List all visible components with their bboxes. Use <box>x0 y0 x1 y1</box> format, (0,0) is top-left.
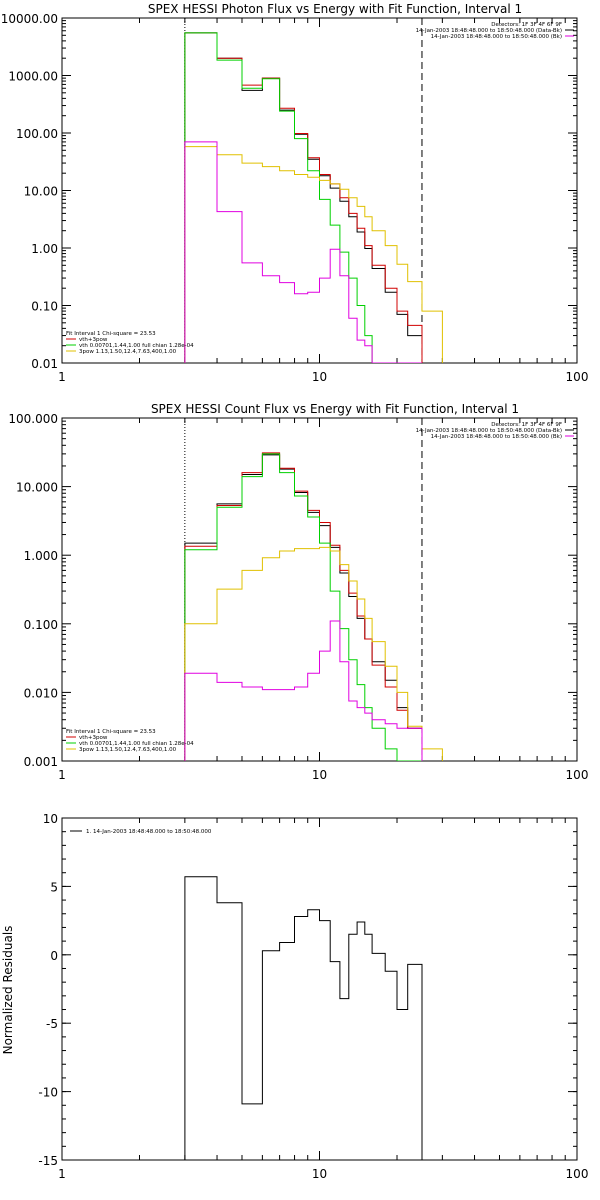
y-tick-label: -5 <box>46 1017 58 1031</box>
y-tick-label: 1.000 <box>24 549 58 563</box>
series-step-line-4 <box>184 141 422 363</box>
series-step-line-3 <box>184 146 443 363</box>
legend-top-text: Detectors: 1F 3F 4F 6F 9F <box>491 422 562 428</box>
legend-top-text: 14-Jan-2003 18:48:48.000 to 18:50:48.000… <box>431 34 562 40</box>
legend-top-text: Detectors: 1F 3F 4F 6F 9F <box>491 22 562 28</box>
y-tick-label: 0.001 <box>24 755 58 769</box>
x-tick-label: 100 <box>566 370 589 384</box>
legend-top-text: 14-Jan-2003 18:48:48.000 to 18:50:48.000… <box>416 428 562 434</box>
y-tick-label: 1.00 <box>31 242 58 256</box>
series-step-line-1 <box>184 32 423 363</box>
y-tick-label: 0 <box>50 949 58 963</box>
x-tick-label: 10 <box>312 370 327 384</box>
y-tick-label: 0.01 <box>31 357 58 371</box>
legend-bottom-text: Fit Interval 1 Chi-square = 23.53 <box>66 331 156 337</box>
y-tick-label: 0.100 <box>24 618 58 632</box>
legend-top-text: 1. 14-Jan-2003 18:48:48.000 to 18:50:48.… <box>86 829 212 835</box>
x-tick-label: 1 <box>58 370 66 384</box>
y-tick-label: -10 <box>38 1086 58 1100</box>
y-tick-label: 10000.00 <box>1 12 58 26</box>
plot-frame <box>61 417 578 762</box>
chart-title: SPEX HESSI Count Flux vs Energy with Fit… <box>151 402 519 416</box>
legend-bottom-text: vth+3pow <box>79 735 108 741</box>
y-tick-label: 10.00 <box>24 185 58 199</box>
y-tick-label: 10.000 <box>16 481 58 495</box>
series-step-line-2 <box>184 453 422 761</box>
plot-frame <box>61 817 578 1161</box>
series-step-line-4 <box>184 620 423 761</box>
series-step-line-3 <box>184 546 443 761</box>
series-step-line-1 <box>184 452 423 761</box>
x-tick-label: 10 <box>312 1167 327 1181</box>
x-tick-label: 10 <box>312 768 327 782</box>
y-tick-label: 0.010 <box>24 686 58 700</box>
y-tick-label: 100.000 <box>8 412 58 426</box>
chart-residuals: Normalized Residuals 1 10 100 10 5 0 -5 -10 -15 1… <box>1 812 588 1181</box>
series-step-line-2 <box>184 32 422 363</box>
x-tick-label: 100 <box>566 768 589 782</box>
y-tick-label: 10 <box>43 812 58 826</box>
y-axis-label: Normalized Residuals <box>1 926 15 1055</box>
x-tick-label: 1 <box>58 768 66 782</box>
y-tick-label: 100.00 <box>16 127 58 141</box>
y-tick-label: 0.10 <box>31 300 58 314</box>
legend-top-text: 14-Jan-2003 18:48:48.000 to 18:50:48.000… <box>416 28 562 34</box>
legend-bottom-text: vth 0.00701,1.44,1.00 full chian 1.28e-0… <box>79 741 194 747</box>
legend-bottom-text: vth 0.00701,1.44,1.00 full chian 1.28e-0… <box>79 343 194 349</box>
legend-bottom-text: Fit Interval 1 Chi-square = 23.53 <box>66 729 156 735</box>
legend-bottom-text: 3pow 1.13,1.50,12.4,7.63,400,1.00 <box>79 747 177 753</box>
y-tick-label: 5 <box>50 880 58 894</box>
chart-photon-flux: SPEX HESSI Photon Flux vs Energy with Fi… <box>1 2 589 384</box>
series-step-line-0 <box>184 32 423 363</box>
legend-bottom-text: 3pow 1.13,1.50,12.4,7.63,400,1.00 <box>79 349 177 355</box>
chart-title: SPEX HESSI Photon Flux vs Energy with Fi… <box>148 2 522 16</box>
chart-count-flux: SPEX HESSI Count Flux vs Energy with Fit… <box>8 402 588 782</box>
y-tick-label: 1000.00 <box>8 70 58 84</box>
y-tick-label: -15 <box>38 1154 58 1168</box>
x-tick-label: 1 <box>58 1167 66 1181</box>
legend-bottom-text: vth+3pow <box>79 337 108 343</box>
series-step-line-0 <box>184 454 423 761</box>
legend-top-text: 14-Jan-2003 18:48:48.000 to 18:50:48.000… <box>431 434 562 440</box>
x-tick-label: 100 <box>566 1167 589 1181</box>
series-step-line-0 <box>184 876 423 1160</box>
